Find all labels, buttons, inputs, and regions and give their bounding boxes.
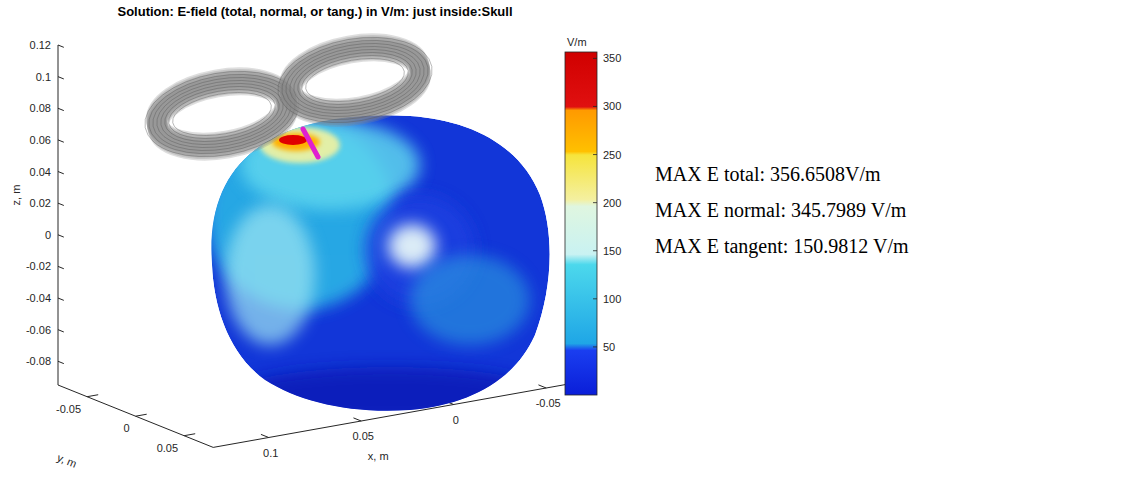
z-tick-label: 0.02: [30, 197, 51, 209]
y-tick-label: 0: [123, 422, 129, 434]
z-tick-label: 0.1: [36, 71, 51, 83]
field-region: [410, 255, 530, 345]
annotation: MAX E tangent: 150.9812 V/m: [655, 235, 909, 258]
y-tick-label: 0.05: [157, 442, 178, 454]
z-axis-line: [58, 45, 59, 385]
coil-layer: [284, 34, 425, 118]
skull: [205, 115, 550, 423]
y-tick: [136, 414, 147, 416]
coil-turn: [302, 52, 407, 109]
field-region: [225, 205, 315, 345]
z-tick-label: 0.08: [30, 102, 51, 114]
z-tick-label: 0.04: [30, 166, 51, 178]
colorbar-tick-label: 350: [603, 52, 621, 64]
field-region: [388, 224, 436, 268]
colorbar-tick: [593, 346, 597, 347]
coil-turn: [293, 44, 416, 115]
coil-handle: [303, 129, 318, 157]
colorbar-label: V/m: [567, 36, 587, 48]
colorbar-tick: [593, 154, 597, 155]
coil: [138, 26, 439, 168]
z-tick: [58, 140, 64, 142]
coil-turn: [151, 71, 292, 157]
annotation: MAX E total: 356.6508V/m: [655, 163, 881, 185]
y-tick: [87, 395, 98, 397]
x-tick: [538, 385, 546, 388]
coil-turn: [160, 78, 283, 149]
colorbar-bar: [565, 52, 597, 395]
z-tick: [58, 77, 64, 79]
coil-turn: [165, 82, 279, 146]
title: Solution: E-field (total, normal, or tan…: [117, 4, 512, 19]
z-tick: [58, 235, 64, 237]
coil-turn: [298, 48, 412, 112]
y-axis-line: [58, 385, 213, 447]
coil-turn: [284, 37, 425, 123]
colorbar-tick: [593, 250, 597, 251]
z-tick: [58, 361, 64, 363]
coil-turn: [280, 33, 430, 126]
x-tick: [261, 434, 269, 437]
y-tick-label: -0.05: [56, 403, 81, 415]
coil-turn: [271, 26, 439, 134]
field-region: [230, 367, 550, 423]
colorbar-tick-label: 100: [603, 293, 621, 305]
colorbar-tick: [593, 202, 597, 203]
z-tick: [58, 172, 64, 174]
colorbar-tick-label: 300: [603, 100, 621, 112]
y-tick: [184, 434, 195, 436]
z-tick-label: 0: [45, 229, 51, 241]
z-tick: [58, 298, 64, 300]
coil-turn: [143, 64, 302, 165]
z-tick: [58, 203, 64, 205]
x-tick: [353, 418, 361, 421]
coil-layer: [151, 68, 292, 152]
y-axis-title: y, m: [56, 451, 79, 470]
hotspot: [279, 135, 307, 145]
z-axis-title: z, m: [10, 185, 22, 206]
skull-surface: [211, 115, 549, 411]
coil-turn: [147, 67, 297, 160]
x-tick-label: 0: [453, 414, 459, 426]
colorbar-tick: [593, 106, 597, 107]
z-tick-label: -0.02: [26, 260, 51, 272]
z-tick: [58, 266, 64, 268]
x-axis-title: x, m: [368, 450, 389, 462]
annotation: MAX E normal: 345.7989 V/m: [655, 199, 907, 221]
z-tick-label: -0.06: [26, 324, 51, 336]
colorbar-tick-label: 250: [603, 149, 621, 161]
figure: Solution: E-field (total, normal, or tan…: [0, 0, 1139, 487]
colorbar: 50 100 150 200 250 300 350 V/m: [565, 36, 621, 395]
z-tick-label: 0.12: [30, 39, 51, 51]
colorbar-tick: [593, 298, 597, 299]
colorbar-tick-label: 200: [603, 197, 621, 209]
x-tick-label: 0.05: [352, 430, 373, 442]
z-tick-label: -0.08: [26, 355, 51, 367]
x-tick-label: -0.05: [536, 397, 561, 409]
colorbar-tick: [593, 58, 597, 59]
colorbar-tick-label: 50: [603, 341, 615, 353]
z-tick: [58, 45, 64, 47]
coil-turn: [169, 86, 274, 143]
z-tick-label: 0.06: [30, 134, 51, 146]
x-tick-label: 0.1: [263, 447, 278, 459]
z-tick: [58, 108, 64, 110]
coil-turn: [276, 30, 435, 131]
z-tick: [58, 330, 64, 332]
z-tick-label: -0.04: [26, 292, 51, 304]
colorbar-tick-label: 150: [603, 245, 621, 257]
coil-winding: [271, 26, 439, 134]
